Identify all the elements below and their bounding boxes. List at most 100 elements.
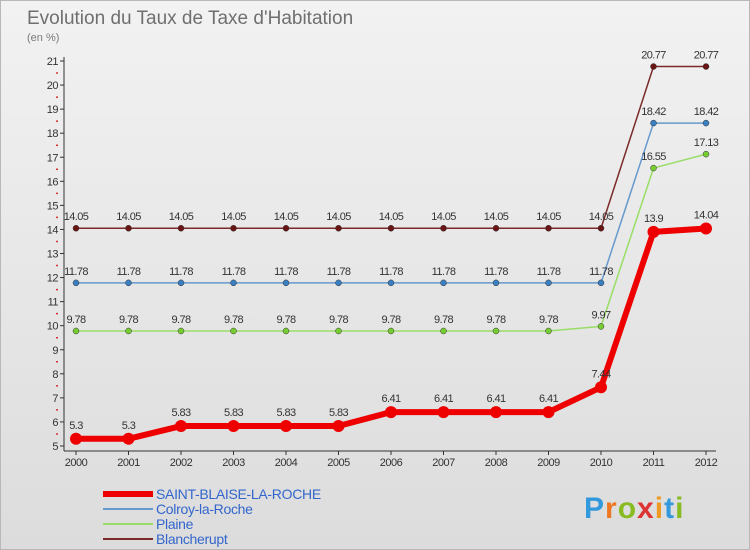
data-label: 9.78	[381, 314, 400, 326]
data-label: 14.05	[116, 211, 141, 223]
data-point	[490, 406, 502, 419]
data-point	[335, 279, 342, 287]
data-point	[597, 224, 605, 232]
data-point	[332, 420, 345, 433]
data-label: 6.41	[539, 393, 558, 405]
series-layer: 14.05 14.05 14.05 14.05 14.05 14.05 14.05 14.05…	[64, 50, 719, 445]
y-tick-label: 15	[47, 200, 59, 212]
data-point	[545, 279, 552, 287]
data-label: 5.3	[122, 420, 136, 432]
y-minor-dot	[56, 120, 58, 123]
data-label: 6.41	[434, 393, 453, 405]
data-label: 20.77	[694, 50, 719, 62]
data-point	[175, 420, 187, 433]
x-tick-label: 2004	[275, 457, 298, 469]
y-tick-label: 11	[48, 297, 59, 309]
data-label: 16.55	[641, 151, 666, 163]
data-point	[125, 279, 132, 287]
y-minor-dot	[56, 192, 58, 195]
data-label: 9.78	[434, 314, 453, 326]
chart-title: Evolution du Taux de Taxe d'Habitation	[27, 8, 353, 29]
legend: SAINT-BLAISE-LA-ROCHEColroy-la-RochePlai…	[103, 486, 321, 547]
data-label: 11.78	[379, 266, 403, 278]
data-point	[72, 279, 80, 287]
y-minor-dot	[56, 264, 58, 267]
x-tick-label: 2001	[117, 457, 140, 469]
data-label: 5.83	[224, 407, 243, 419]
x-tick-label: 2012	[695, 457, 718, 469]
series-saint-blaise-la-roche: 5.3 5.3 5.83 5.83 5.83 5.83 6.41 6.41 6.41 6.41 7.…	[69, 209, 719, 445]
y-minor-dot	[56, 384, 58, 387]
data-point	[440, 224, 447, 232]
y-minor-dot	[56, 216, 58, 219]
data-label: 11.78	[589, 266, 613, 278]
data-point	[335, 327, 342, 335]
y-minor-dot	[56, 240, 58, 243]
data-label: 14.05	[484, 211, 509, 223]
x-tick-label: 2009	[537, 457, 560, 469]
x-tick-label: 2010	[590, 457, 613, 469]
chart-subtitle: (en %)	[27, 32, 59, 44]
x-tick-label: 2000	[65, 457, 88, 469]
data-point	[545, 224, 552, 232]
logo-letter: i	[655, 492, 664, 525]
logo-letter: o	[618, 492, 637, 525]
data-label: 11.78	[274, 266, 298, 278]
data-point	[440, 279, 447, 287]
data-label: 13.9	[644, 213, 663, 225]
data-point	[177, 279, 185, 287]
legend-label: Blancherupt	[156, 531, 228, 547]
data-point	[387, 224, 395, 232]
x-tick-label: 2006	[380, 457, 403, 469]
data-label: 9.78	[539, 314, 558, 326]
data-point	[125, 327, 132, 335]
data-point	[385, 406, 397, 419]
data-point	[702, 119, 710, 127]
data-point	[177, 224, 185, 232]
series-plaine: 9.78 9.78 9.78 9.78 9.78 9.78 9.78 9.78 9.78 9.78…	[66, 137, 719, 335]
logo-letter: r	[605, 492, 618, 525]
data-label: 18.42	[641, 106, 666, 118]
y-tick-label: 9	[52, 345, 58, 357]
y-minor-dot	[56, 336, 58, 339]
data-point	[700, 222, 712, 235]
logo-letter: t	[664, 492, 675, 525]
data-label: 14.05	[326, 211, 351, 223]
data-point	[230, 279, 237, 287]
data-label: 14.05	[221, 211, 246, 223]
data-label: 9.78	[66, 314, 85, 326]
y-tick-label: 13	[47, 249, 59, 261]
data-point	[702, 63, 710, 70]
data-label: 20.77	[641, 50, 666, 62]
data-point	[597, 279, 605, 287]
data-label: 5.83	[276, 407, 295, 419]
y-tick-label: 19	[47, 104, 59, 116]
series-line	[75, 153, 707, 332]
y-tick-label: 6	[52, 417, 58, 429]
data-point	[125, 224, 132, 232]
legend-label: SAINT-BLAISE-LA-ROCHE	[156, 486, 321, 502]
y-minor-dot	[56, 144, 58, 147]
y-minor-dot	[56, 168, 58, 171]
y-tick-label: 14	[47, 224, 59, 236]
data-point	[647, 225, 660, 238]
data-point	[650, 164, 657, 172]
data-label: 5.83	[329, 407, 348, 419]
data-point	[282, 279, 290, 287]
legend-label: Colroy-la-Roche	[156, 501, 253, 517]
data-label: 14.05	[64, 211, 89, 223]
data-label: 14.04	[694, 209, 719, 221]
series-blancherupt: 14.05 14.05 14.05 14.05 14.05 14.05 14.05 14.05…	[64, 50, 719, 232]
y-tick-label: 12	[47, 273, 59, 285]
data-label: 11.78	[327, 266, 351, 278]
y-tick-label: 16	[47, 176, 59, 188]
y-minor-dot	[56, 288, 58, 291]
data-point	[492, 224, 500, 232]
data-label: 14.05	[169, 211, 194, 223]
data-label: 11.78	[537, 266, 561, 278]
data-point	[437, 406, 450, 419]
y-tick-label: 17	[47, 152, 59, 164]
x-tick-label: 2011	[643, 457, 665, 469]
y-minor-dot	[56, 360, 58, 363]
